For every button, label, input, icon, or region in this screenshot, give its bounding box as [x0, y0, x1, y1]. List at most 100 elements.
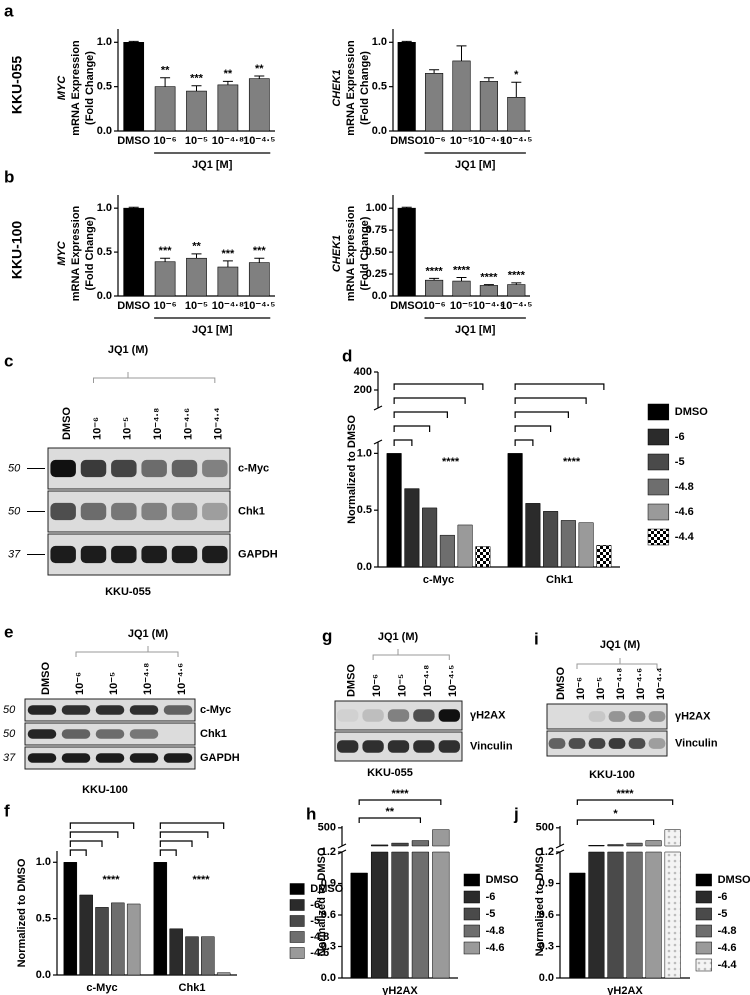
significance: ****: [453, 264, 471, 276]
blot-band: [141, 502, 167, 521]
row-label: Vinculin: [675, 737, 718, 749]
panel-letter: i: [534, 629, 539, 648]
bracket: [393, 383, 484, 390]
legend-swatch: [695, 873, 712, 887]
lane-label: 10⁻⁴·⁴: [655, 667, 667, 700]
bar: [154, 261, 176, 297]
bracket: [69, 840, 103, 847]
error-bar: [128, 40, 139, 43]
mw-label: 50: [8, 505, 21, 517]
legend-swatch: [695, 958, 712, 972]
bar: [452, 280, 471, 297]
error-bar: [429, 69, 440, 74]
x-tick-label: 10⁻⁴·⁸: [212, 300, 244, 312]
x-tick-label: 10⁻⁶: [423, 135, 446, 147]
lane-label: 10⁻⁴·⁵: [447, 665, 459, 697]
legend-label: DMSO: [310, 883, 343, 895]
bar: [79, 894, 93, 976]
blot-band: [50, 545, 76, 564]
blot-band: [337, 709, 359, 722]
blot-title: JQ1 (M): [108, 344, 149, 356]
y-axis-label: (Fold Change): [84, 216, 96, 290]
y-tick-label: 1.2: [539, 846, 554, 858]
blot-band: [141, 545, 167, 564]
bar: [248, 262, 270, 297]
legend-label: -6: [718, 891, 728, 903]
bracket: [514, 439, 534, 446]
error-bar: [511, 81, 522, 98]
y-tick-label: 500: [318, 822, 336, 834]
legend-label: -4.6: [486, 942, 505, 954]
bracket: [576, 799, 674, 805]
significance: ****: [480, 271, 498, 283]
blot-band: [438, 709, 460, 722]
bar: [123, 207, 145, 297]
bar: [186, 90, 207, 132]
mw-label: 50: [3, 728, 16, 740]
lane-bracket: [75, 646, 179, 657]
cell-line: KKU-100: [589, 769, 635, 781]
y-axis-label: mRNA Expression: [70, 205, 82, 301]
blot-title: JQ1 (M): [128, 628, 169, 640]
x-tick-label: 10⁻⁵: [450, 135, 473, 147]
panel-letter: j: [513, 804, 519, 823]
error-bar: [483, 77, 494, 82]
legend-swatch: [695, 941, 712, 955]
row-label: Vinculin: [470, 740, 513, 752]
bracket: [159, 831, 209, 838]
lane-label: DMSO: [555, 667, 567, 700]
bar: [425, 73, 444, 132]
blot-band: [50, 502, 76, 521]
y-tick-label: 1.0: [372, 36, 387, 48]
bar: [111, 902, 125, 976]
bar: [479, 285, 498, 297]
bar: [578, 522, 594, 568]
x-tick-label: γH2AX: [607, 985, 643, 995]
legend-label: -4.8: [310, 931, 329, 943]
error-bar: [128, 206, 139, 209]
x-tick-label: Chk1: [546, 574, 573, 586]
significance: **: [161, 65, 170, 77]
blot-strip: [546, 703, 668, 730]
blot-band: [27, 753, 57, 763]
x-axis-label: JQ1 [M]: [455, 159, 496, 171]
legend-swatch: [647, 428, 670, 446]
blot-band: [111, 459, 137, 478]
bar: [169, 928, 183, 976]
significance: ****: [391, 788, 409, 800]
bracket: [393, 425, 431, 432]
y-tick-label: 0.0: [539, 972, 554, 984]
bar: [596, 545, 612, 568]
legend-swatch: [647, 453, 670, 471]
x-axis-label: JQ1 [M]: [192, 324, 233, 336]
y-tick-label: 0.6: [539, 909, 554, 921]
bar: [664, 829, 681, 979]
y-tick-label: 0.5: [36, 913, 51, 925]
x-tick-label: DMSO: [117, 135, 150, 147]
y-tick-label: 0.3: [539, 940, 554, 952]
y-axis-label: Normalized to DMSO: [534, 847, 546, 956]
bar: [350, 872, 368, 979]
y-axis-label: mRNA Expression: [70, 40, 82, 136]
y-tick-label: 0.5: [357, 504, 372, 516]
panel-letter: b: [4, 167, 14, 186]
blot-band: [141, 459, 167, 478]
bracket: [514, 383, 605, 390]
y-axis-label: CHEK1: [331, 69, 343, 106]
blot-band: [438, 740, 460, 753]
blot-band: [171, 502, 198, 521]
y-tick-label: 500: [536, 822, 554, 834]
significance: ***: [159, 245, 173, 257]
bracket: [393, 397, 466, 404]
bracket: [69, 822, 135, 829]
blot-band: [80, 502, 107, 521]
legend-swatch: [695, 924, 712, 938]
bar: [411, 840, 430, 979]
y-axis-label: (Fold Change): [84, 51, 96, 125]
x-tick-label: DMSO: [390, 135, 423, 147]
y-axis-label: Normalized to DMSO: [346, 415, 358, 524]
blot-band: [608, 711, 626, 722]
x-tick-label: 10⁻⁴·⁸: [212, 135, 244, 147]
blot-band: [80, 545, 107, 564]
y-tick-label: 1.0: [357, 447, 372, 459]
